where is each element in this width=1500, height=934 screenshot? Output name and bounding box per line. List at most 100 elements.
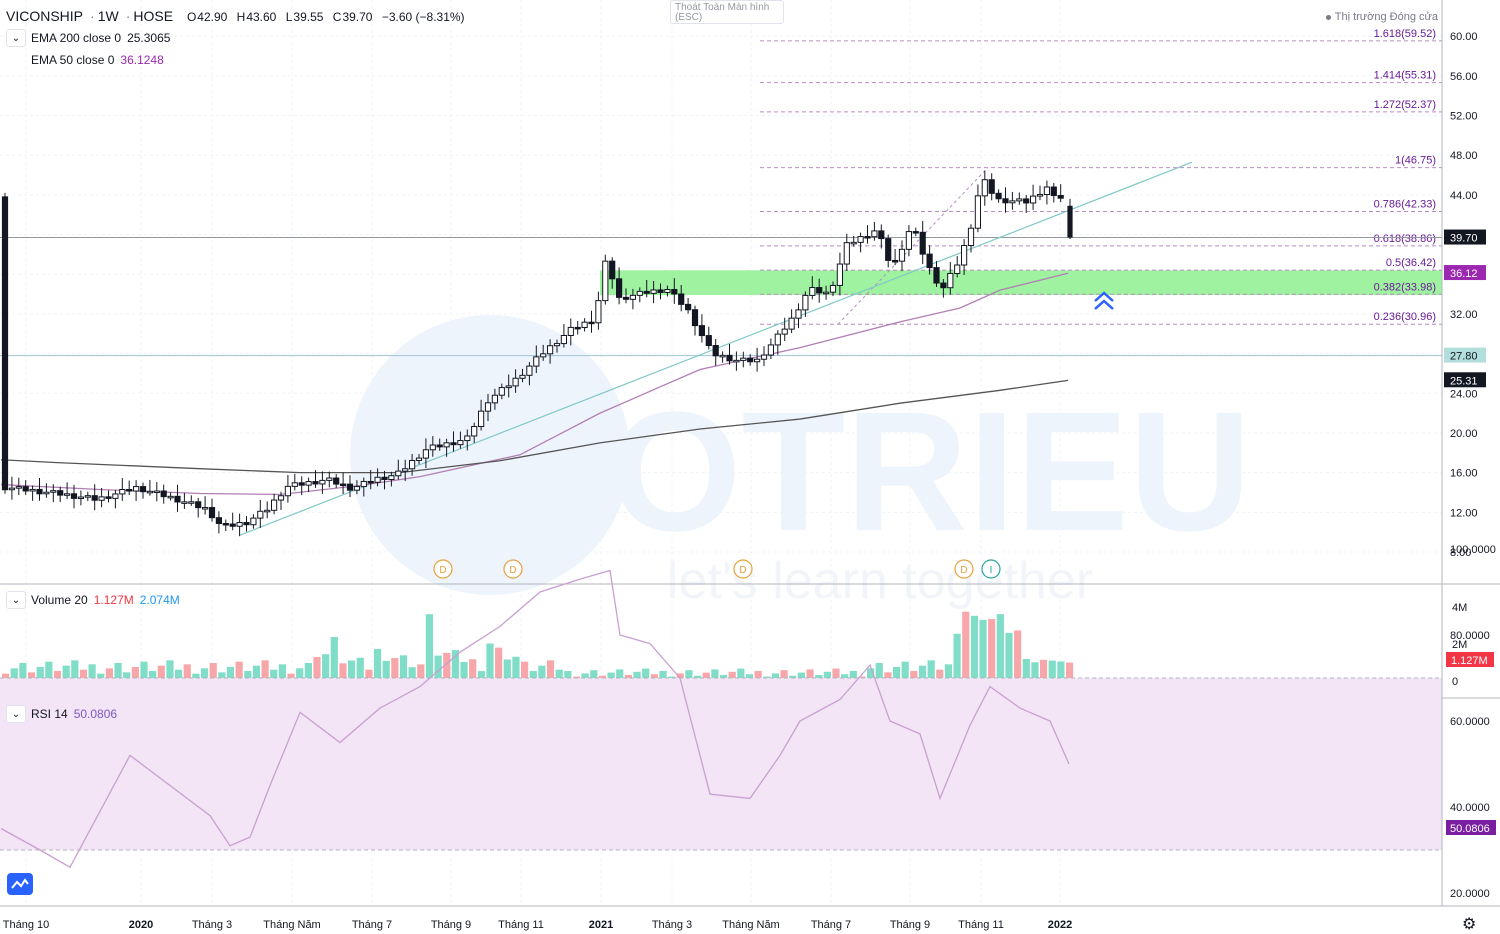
volume-bar bbox=[581, 673, 589, 681]
candle-body bbox=[478, 410, 485, 428]
tradingview-logo-icon[interactable] bbox=[7, 873, 33, 895]
interval[interactable]: 1W bbox=[97, 8, 119, 24]
candle-body bbox=[1002, 198, 1009, 204]
candle-body bbox=[733, 359, 740, 363]
candle-body bbox=[1030, 195, 1037, 204]
candle-body bbox=[388, 475, 395, 480]
support-zone bbox=[600, 270, 1442, 296]
candle-body bbox=[360, 480, 367, 488]
volume-bar bbox=[624, 674, 632, 681]
rsi-legend[interactable]: RSI 14 50.0806 bbox=[31, 707, 118, 721]
volume-bar bbox=[62, 665, 70, 681]
volume-bar bbox=[953, 633, 961, 681]
symbol-header[interactable]: VICONSHIP · 1W · HOSE O42.90 H43.60 L39.55 C… bbox=[6, 8, 471, 24]
chevron-down-icon[interactable]: ⌄ bbox=[6, 591, 26, 609]
candle-body bbox=[809, 287, 816, 296]
volume-bar bbox=[927, 660, 935, 681]
candle-body bbox=[119, 489, 126, 495]
volume-bar bbox=[166, 660, 174, 681]
candle-body bbox=[767, 344, 774, 356]
volume-bar bbox=[512, 656, 520, 681]
volume-bar bbox=[123, 672, 131, 681]
volume-bar bbox=[114, 662, 122, 681]
candle-body bbox=[802, 294, 809, 311]
candle-body bbox=[457, 440, 464, 446]
fib-level-label: 0.618(38.86) bbox=[1374, 233, 1436, 245]
candle-body bbox=[512, 377, 519, 387]
volume-bar bbox=[417, 664, 425, 681]
candle-body bbox=[443, 442, 450, 448]
candle-body bbox=[271, 499, 278, 511]
price-tick-label: 16.00 bbox=[1450, 468, 1478, 480]
rsi-tick-label: 20.0000 bbox=[1450, 888, 1490, 900]
volume-legend[interactable]: Volume 20 1.127M 2.074M bbox=[31, 593, 180, 607]
exchange: HOSE bbox=[133, 8, 174, 24]
candle-body bbox=[105, 496, 112, 499]
chevron-down-icon[interactable]: ⌄ bbox=[6, 29, 26, 47]
fib-level-label: 1.618(59.52) bbox=[1374, 28, 1436, 40]
candle-body bbox=[636, 290, 643, 296]
candle-body bbox=[464, 435, 471, 442]
volume-bar bbox=[192, 673, 200, 681]
candle-body bbox=[491, 394, 498, 404]
candle-body bbox=[208, 507, 216, 519]
time-tick-label: 2021 bbox=[589, 919, 613, 931]
candle-body bbox=[981, 179, 988, 197]
ema200-legend[interactable]: EMA 200 close 0 25.3065 bbox=[31, 31, 171, 45]
low-value: 39.55 bbox=[293, 10, 324, 24]
candle-body bbox=[519, 374, 526, 379]
rsi-tick-label: 100.0000 bbox=[1450, 544, 1496, 556]
volume-bar bbox=[140, 661, 148, 681]
volume-bar bbox=[962, 611, 970, 681]
candle-body bbox=[1009, 200, 1016, 204]
volume-bar bbox=[373, 648, 382, 681]
gear-icon[interactable]: ⚙ bbox=[1462, 916, 1477, 933]
volume-bar bbox=[936, 669, 944, 681]
volume-bar bbox=[149, 670, 157, 681]
volume-bar bbox=[218, 672, 226, 681]
candle-body bbox=[995, 192, 1002, 200]
volume-badge-bg bbox=[1446, 652, 1494, 667]
volume-bar bbox=[252, 665, 261, 681]
volume-bar bbox=[304, 662, 312, 681]
volume-bar bbox=[823, 671, 831, 681]
candle-body bbox=[215, 517, 223, 525]
candle-body bbox=[291, 482, 298, 487]
time-tick-label: Tháng 7 bbox=[811, 919, 851, 931]
volume-tick-label: 2M bbox=[1452, 639, 1467, 651]
exit-fullscreen-hint[interactable]: Thoát Toàn Màn hình (ESC) bbox=[670, 0, 784, 24]
candle-body bbox=[98, 496, 105, 501]
volume-bar bbox=[633, 671, 641, 681]
volume-bar bbox=[607, 672, 615, 681]
candle-body bbox=[112, 493, 119, 499]
price-badge: 39.70 bbox=[1450, 233, 1478, 245]
volume-tick-label: 0 bbox=[1452, 676, 1458, 688]
price-tick-label: 8.00 bbox=[1450, 547, 1471, 559]
volume-bar bbox=[382, 660, 390, 681]
chevron-down-icon[interactable]: ⌄ bbox=[6, 705, 26, 723]
volume-bar bbox=[97, 673, 105, 681]
candle-body bbox=[402, 468, 409, 472]
candle-body bbox=[885, 238, 892, 261]
candle-body bbox=[540, 353, 547, 358]
volume-bar bbox=[105, 668, 113, 681]
close-value: 39.70 bbox=[342, 10, 373, 24]
ema50-legend[interactable]: EMA 50 close 0 36.1248 bbox=[31, 53, 164, 67]
symbol-name[interactable]: VICONSHIP bbox=[6, 8, 84, 24]
time-tick-label: Tháng 9 bbox=[431, 919, 471, 931]
candle-body bbox=[222, 523, 229, 526]
volume-bar bbox=[200, 668, 209, 681]
time-tick-label: Tháng 11 bbox=[958, 919, 1004, 931]
candle-body bbox=[1057, 195, 1064, 199]
fibonacci-levels[interactable]: 1.618(59.52) 1.414(55.31) 1.272(52.37) 1(46… bbox=[760, 28, 1442, 325]
volume-bar bbox=[1022, 658, 1030, 681]
rsi-tick-label: 40.0000 bbox=[1450, 802, 1490, 814]
volume-bar bbox=[659, 670, 667, 681]
ohlc-readout: O42.90 H43.60 L39.55 C39.70 −3.60 (−8.31… bbox=[186, 10, 465, 24]
candle-body bbox=[933, 267, 940, 284]
volume-bar bbox=[27, 672, 36, 681]
volume-bar bbox=[45, 661, 53, 681]
volume-bar bbox=[892, 666, 901, 681]
